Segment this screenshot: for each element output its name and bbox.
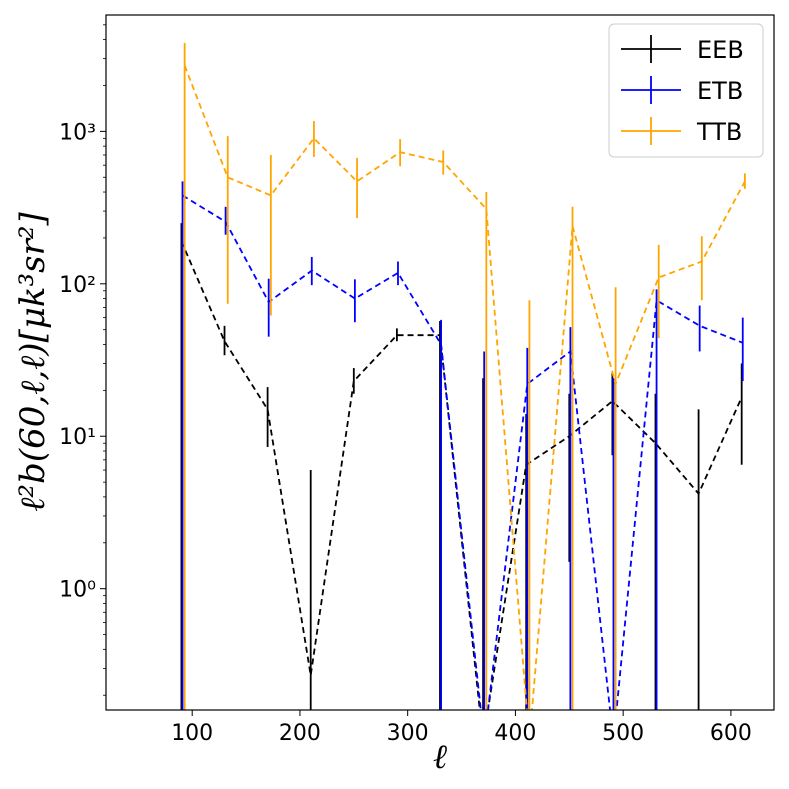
legend-frame — [608, 23, 764, 158]
y-tick-label: 10³ — [59, 120, 96, 145]
x-tick-label: 300 — [387, 721, 429, 746]
plot-frame — [105, 14, 775, 711]
series-etb — [181, 181, 744, 710]
legend-label-ttb: TTB — [696, 118, 742, 146]
series-line-ttb — [183, 65, 746, 710]
legend-label-etb: ETB — [697, 77, 743, 105]
series-line-eeb — [180, 240, 743, 710]
series-ttb — [183, 42, 746, 710]
series-eeb — [180, 223, 743, 710]
x-tick-label: 500 — [602, 721, 644, 746]
x-tick-label: 400 — [494, 721, 536, 746]
legend: EEB ETB TTB — [608, 23, 764, 158]
legend-label-eeb: EEB — [697, 36, 744, 64]
y-axis-label: ℓ²b(60,ℓ,ℓ)[μk³sr²] — [13, 212, 53, 512]
y-tick-label: 10¹ — [59, 425, 96, 450]
series-line-etb — [182, 194, 744, 710]
x-tick-label: 200 — [279, 721, 321, 746]
y-tick-label: 10² — [59, 273, 96, 298]
x-axis-label: ℓ — [433, 737, 447, 777]
x-tick-label: 100 — [171, 721, 213, 746]
x-tick-label: 600 — [710, 721, 752, 746]
y-tick-label: 10⁰ — [59, 578, 96, 603]
